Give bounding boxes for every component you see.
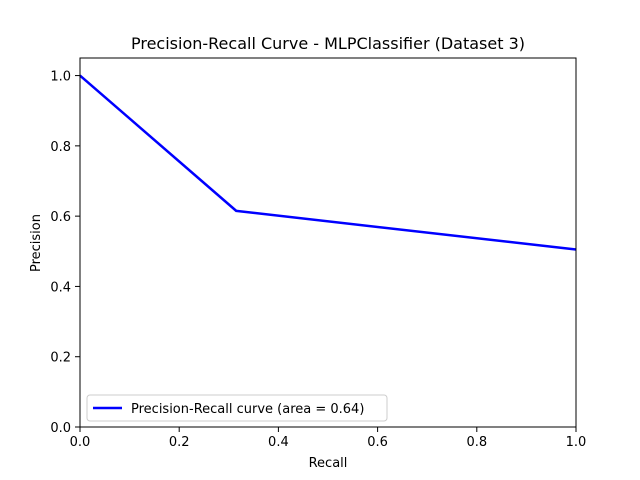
y-tick-label: 0.8	[50, 140, 71, 155]
legend: Precision-Recall curve (area = 0.64)	[86, 394, 388, 422]
x-tick-label: 0.8	[466, 435, 487, 450]
y-axis-label: Precision	[29, 214, 44, 272]
x-axis-label: Recall	[309, 456, 348, 471]
x-tick-label: 1.0	[566, 435, 587, 450]
series-layer	[79, 74, 577, 251]
x-axis: 0.0 0.2 0.4 0.6 0.8 1.0	[70, 427, 587, 450]
x-tick-label: 0.0	[70, 435, 91, 450]
y-tick-label: 0.4	[50, 280, 71, 295]
x-tick-label: 0.6	[367, 435, 388, 450]
y-tick-label: 0.6	[50, 210, 71, 225]
legend-label: Precision-Recall curve (area = 0.64)	[131, 402, 364, 417]
x-tick-label: 0.4	[268, 435, 289, 450]
chart-title: Precision-Recall Curve - MLPClassifier (…	[131, 34, 525, 53]
y-tick-label: 1.0	[50, 70, 71, 85]
plot-frame	[79, 57, 577, 428]
x-tick-label: 0.2	[169, 435, 190, 450]
legend-box	[86, 394, 388, 422]
precision-recall-line	[79, 74, 577, 251]
y-tick-label: 0.0	[50, 421, 71, 436]
y-tick-label: 0.2	[50, 351, 71, 366]
y-axis: 0.0 0.2 0.4 0.6 0.8 1.0	[50, 70, 80, 436]
